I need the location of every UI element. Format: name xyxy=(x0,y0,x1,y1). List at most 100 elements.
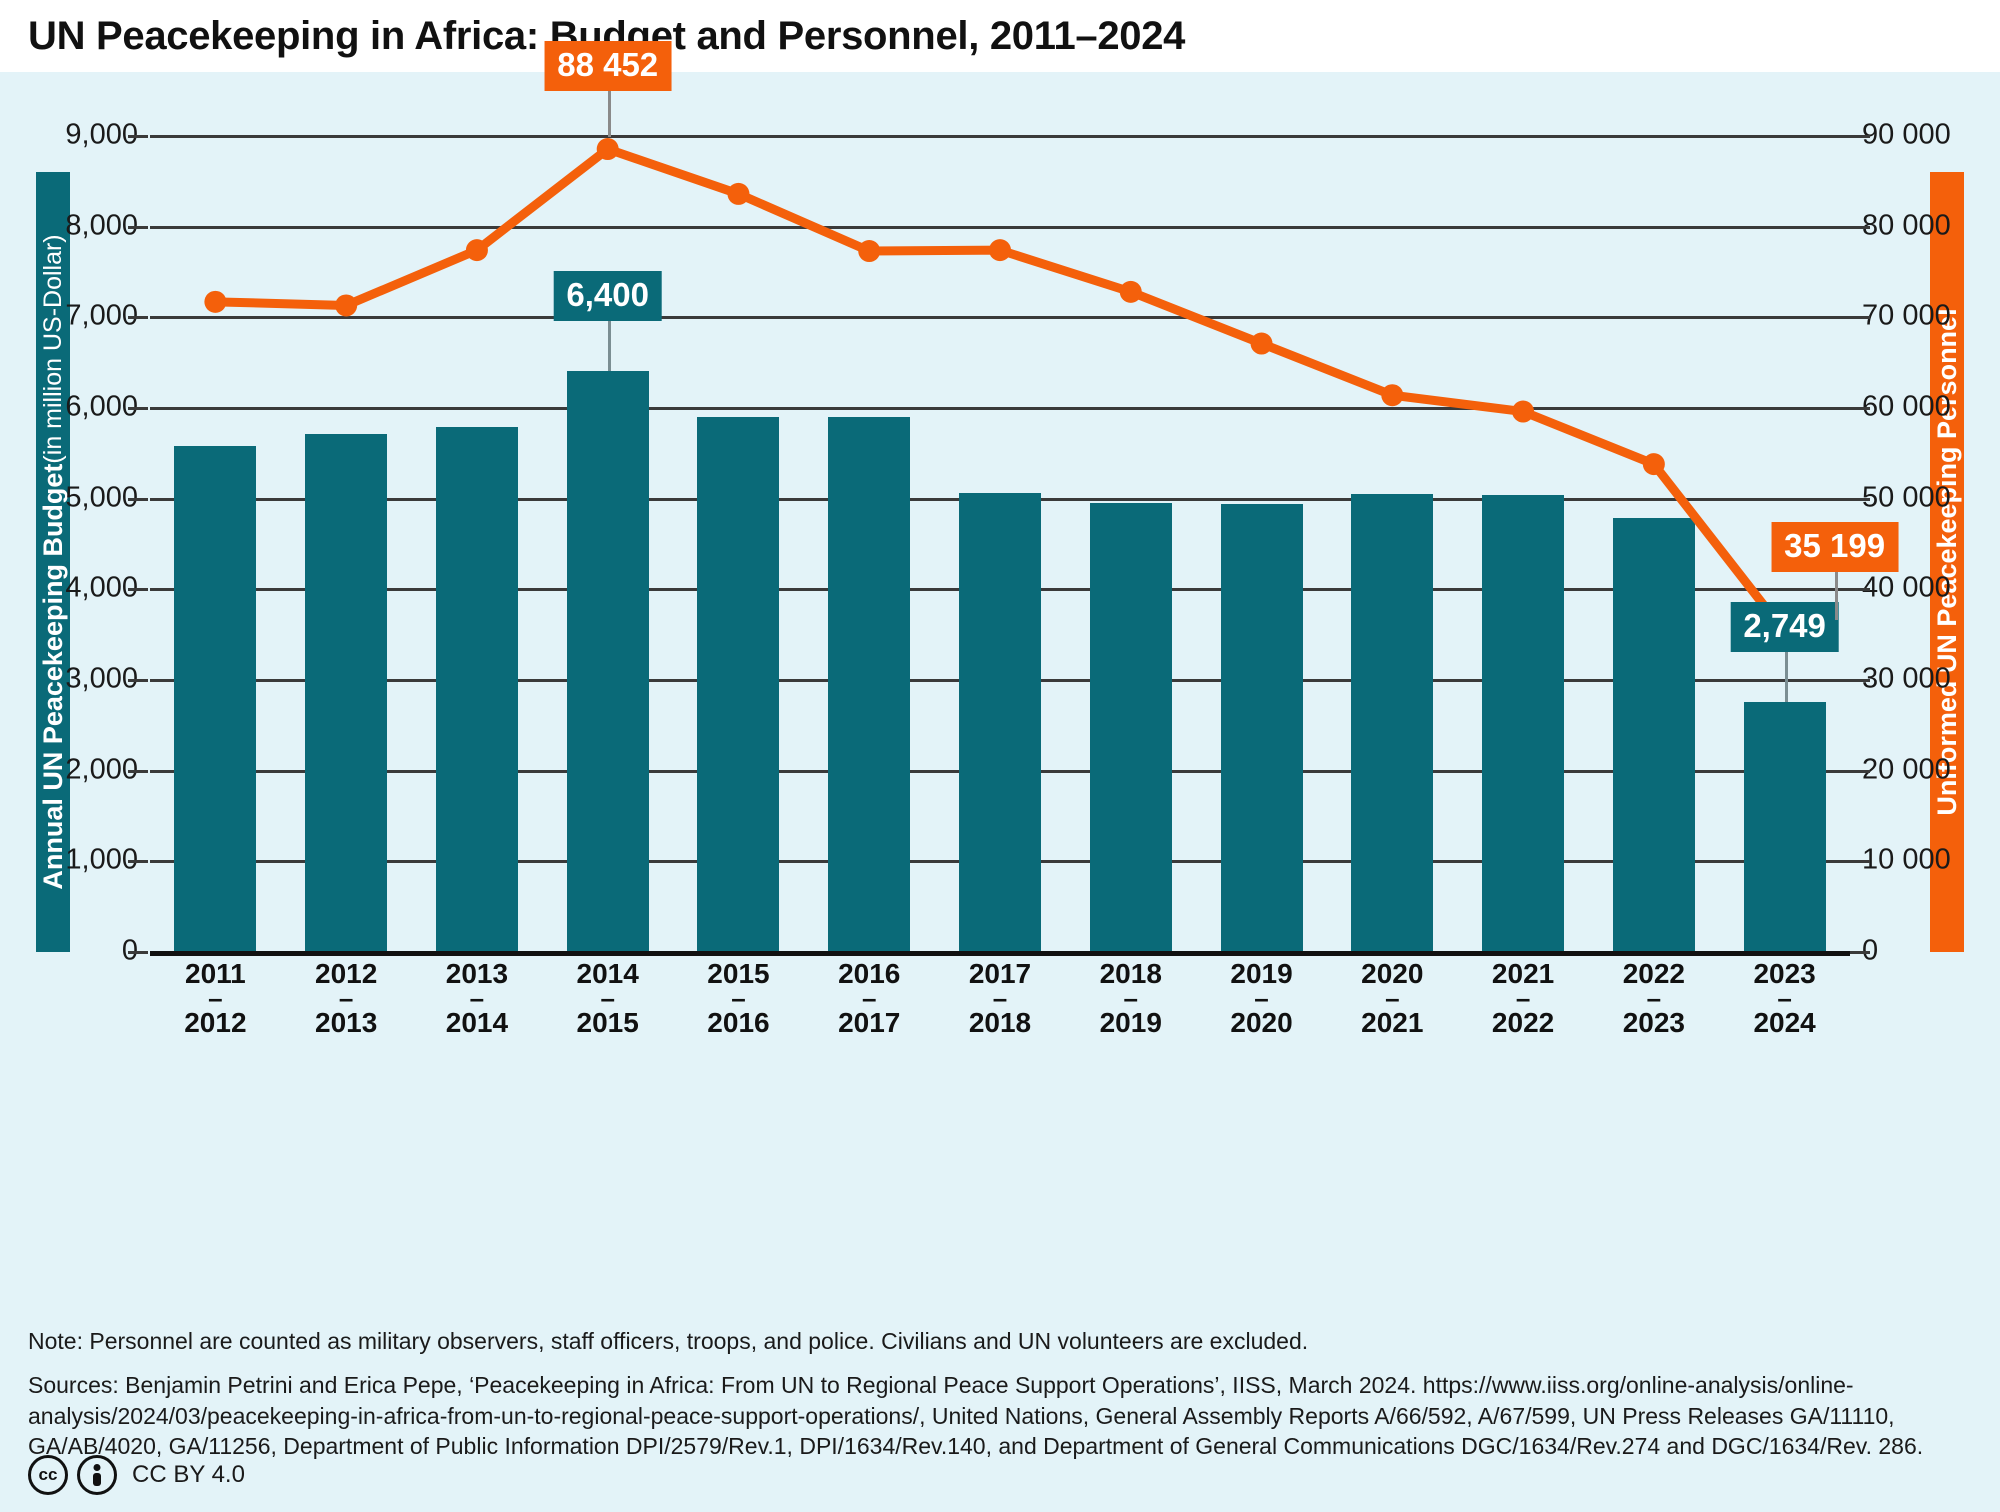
x-axis-label: 2015–2016 xyxy=(673,959,804,1038)
left-tick-mark xyxy=(128,860,148,864)
left-tick-label: 9,000 xyxy=(65,118,138,151)
right-tick-label: 10 000 xyxy=(1862,843,1951,876)
x-axis-label: 2020–2021 xyxy=(1327,959,1458,1038)
line-marker xyxy=(727,182,750,205)
x-label-dash: – xyxy=(1777,982,1792,1013)
callout-budget-last: 2,749 xyxy=(1730,601,1839,652)
left-tick-mark xyxy=(128,497,148,501)
x-axis-label: 2011–2012 xyxy=(150,959,281,1038)
x-label-start: 2015 xyxy=(707,958,770,989)
right-axis-title: Uniformed UN Peacekeeping Personnel xyxy=(1931,308,1962,816)
x-label-dash: – xyxy=(338,982,354,1013)
x-axis-label: 2021–2022 xyxy=(1458,959,1589,1038)
right-tick-label: 60 000 xyxy=(1862,390,1951,423)
callout-personnel-last: 35 199 xyxy=(1771,521,1899,572)
line-marker xyxy=(1250,332,1273,355)
x-axis-label: 2014–2015 xyxy=(542,959,673,1038)
left-tick-mark xyxy=(128,225,148,229)
x-label-end: 2022 xyxy=(1491,1007,1555,1039)
x-axis-label: 2016–2017 xyxy=(804,959,935,1038)
line-marker xyxy=(204,290,227,313)
right-tick-mark xyxy=(1850,225,1870,229)
personnel-line xyxy=(210,144,1790,637)
x-label-start: 2022 xyxy=(1622,958,1685,989)
left-tick-mark xyxy=(128,769,148,773)
left-axis-title-bold: Annual UN Peacekeeping Budget xyxy=(37,463,68,890)
gridline xyxy=(150,951,1850,956)
bar xyxy=(566,370,649,951)
x-label-dash: – xyxy=(731,982,746,1013)
x-label-dash: – xyxy=(861,982,877,1013)
license-label: CC BY 4.0 xyxy=(132,1461,245,1488)
x-axis-label: 2023–2024 xyxy=(1719,959,1850,1038)
line-marker xyxy=(596,138,619,161)
right-tick-mark xyxy=(1850,951,1870,954)
attribution-person-icon xyxy=(77,1455,117,1495)
right-tick-label: 90 000 xyxy=(1862,118,1951,151)
budget-last-leader xyxy=(1784,651,1788,702)
left-tick-label: 5,000 xyxy=(65,481,138,514)
left-tick-mark xyxy=(128,588,148,592)
right-tick-label: 70 000 xyxy=(1862,299,1951,332)
license-block: cc CC BY 4.0 xyxy=(28,1455,245,1495)
x-axis-label: 2013–2014 xyxy=(412,959,543,1038)
bar xyxy=(1482,494,1565,951)
x-label-dash: – xyxy=(600,982,615,1013)
right-tick-mark xyxy=(1850,316,1870,320)
x-label-end: 2019 xyxy=(1099,1007,1162,1039)
x-label-start: 2020 xyxy=(1361,958,1424,989)
x-label-start: 2011 xyxy=(185,958,246,989)
gridline xyxy=(150,225,1850,229)
x-label-dash: – xyxy=(1254,982,1269,1013)
x-label-dash: – xyxy=(1515,982,1531,1013)
left-axis-title-band: Annual UN Peacekeeping Budget (in millio… xyxy=(36,172,70,952)
bar xyxy=(1089,503,1172,951)
bar xyxy=(174,446,257,951)
left-tick-mark xyxy=(128,679,148,682)
x-label-end: 2014 xyxy=(445,1007,509,1039)
line-marker xyxy=(1512,400,1535,423)
right-tick-label: 80 000 xyxy=(1862,209,1951,242)
line-marker xyxy=(1381,384,1404,407)
line-marker xyxy=(989,239,1011,262)
line-marker xyxy=(1642,453,1665,476)
bar xyxy=(435,426,518,951)
callout-budget-peak: 6,400 xyxy=(553,270,662,321)
x-label-end: 2018 xyxy=(968,1007,1032,1039)
plot-area: 0 1,000 2,000 3,000 4,000 5,000 6,000 7,000 8,00… xyxy=(65,41,1951,1038)
right-tick-mark xyxy=(1850,588,1870,592)
bar xyxy=(1220,504,1303,951)
left-axis-title: Annual UN Peacekeeping Budget (in millio… xyxy=(36,172,70,952)
callout-personnel-peak: 88 452 xyxy=(544,41,672,92)
sources-text: Sources: Benjamin Petrini and Erica Pepe… xyxy=(28,1372,1924,1460)
right-tick-label: 40 000 xyxy=(1862,571,1951,604)
gridline xyxy=(150,407,1850,410)
left-tick-mark xyxy=(128,135,148,138)
x-label-dash: – xyxy=(1123,982,1138,1013)
x-axis-label: 2017–2018 xyxy=(935,959,1066,1038)
right-tick-label: 0 xyxy=(1862,934,1879,967)
right-tick-mark xyxy=(1850,407,1870,410)
gridline xyxy=(150,135,1850,138)
left-tick-label: 3,000 xyxy=(65,662,138,695)
budget-peak-leader xyxy=(607,320,611,371)
x-label-start: 2014 xyxy=(576,958,639,989)
left-tick-label: 6,000 xyxy=(65,390,138,423)
x-axis-label: 2012–2013 xyxy=(281,959,412,1038)
x-label-start: 2017 xyxy=(968,958,1032,989)
left-tick-label: 7,000 xyxy=(65,299,138,332)
x-label-end: 2024 xyxy=(1753,1007,1816,1039)
line-series xyxy=(204,138,1796,643)
x-label-dash: – xyxy=(992,982,1008,1013)
person-glyph xyxy=(80,1458,114,1492)
note-text: Note: Personnel are counted as military … xyxy=(28,1328,1309,1354)
x-label-dash: – xyxy=(1646,982,1662,1013)
right-axis-title-band: Uniformed UN Peacekeeping Personnel xyxy=(1930,172,1964,952)
right-tick-label: 30 000 xyxy=(1862,662,1951,695)
bar xyxy=(305,434,388,951)
left-tick-mark xyxy=(128,316,148,320)
x-axis-label: 2018–2019 xyxy=(1065,959,1196,1038)
right-tick-label: 20 000 xyxy=(1862,753,1951,786)
x-label-start: 2021 xyxy=(1491,958,1555,989)
x-label-end: 2021 xyxy=(1361,1007,1424,1039)
